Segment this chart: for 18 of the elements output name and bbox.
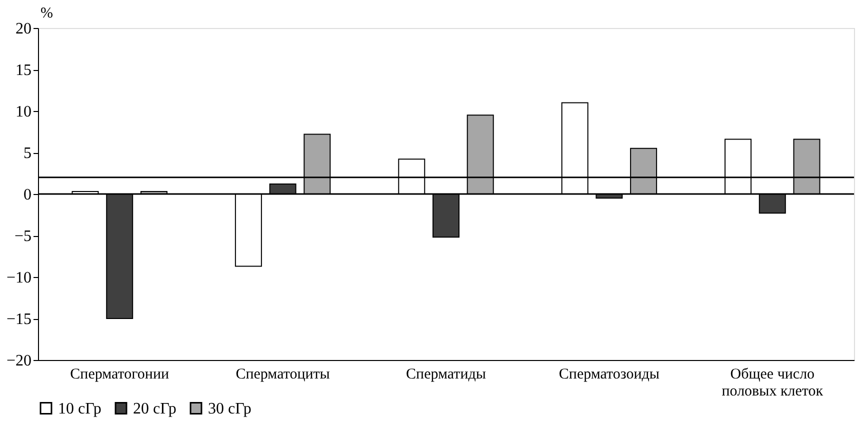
x-tick-label: Сперматоциты — [236, 366, 330, 382]
x-tick-label: Сперматогонии — [70, 366, 170, 382]
legend-label: 20 сГр — [133, 400, 176, 418]
y-tick-label: 15 — [16, 62, 32, 79]
x-tick-label: Общее число половых клеток — [722, 366, 824, 400]
legend-label: 10 сГр — [58, 400, 102, 418]
y-tick-label: −5 — [14, 228, 32, 245]
y-tick-label: 10 — [16, 104, 32, 120]
y-tick-label: 20 — [16, 20, 32, 38]
y-tick-label: −10 — [6, 270, 32, 286]
x-tick-label: Сперматозоиды — [558, 366, 660, 382]
y-axis-title: % — [40, 6, 53, 22]
x-tick-label: Сперматиды — [406, 366, 486, 382]
y-tick-label: 5 — [24, 145, 32, 162]
y-tick-label: −15 — [6, 311, 32, 328]
y-tick-label: −20 — [6, 352, 32, 370]
y-tick-label: 0 — [24, 186, 32, 204]
legend-label: 30 сГр — [208, 400, 252, 418]
